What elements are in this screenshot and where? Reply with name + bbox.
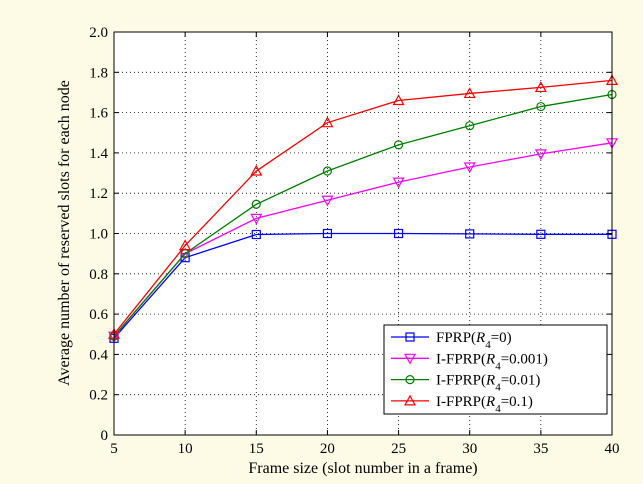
series-line — [113, 93, 613, 337]
y-tick-label: 0 — [101, 428, 109, 444]
legend-item: FPRP(R4=0) — [391, 330, 512, 351]
data-point — [250, 164, 263, 176]
data-point — [179, 239, 192, 251]
y-tick-label: 1.6 — [89, 106, 108, 122]
x-tick-label: 15 — [249, 441, 264, 457]
legend-item: I-FPRP(R4=0.001) — [391, 351, 548, 372]
legend-marker — [405, 375, 415, 385]
series-line — [113, 79, 613, 335]
x-tick-label: 35 — [533, 441, 548, 457]
data-point — [536, 101, 546, 112]
y-tick-label: 0.4 — [89, 347, 108, 363]
series-3 — [107, 74, 619, 339]
y-tick-label: 1.0 — [89, 227, 108, 243]
data-point — [393, 140, 404, 150]
data-point — [251, 229, 261, 240]
data-point — [321, 195, 334, 207]
legend-box — [383, 324, 608, 415]
legend: FPRP(R4=0)I-FPRP(R4=0.001)I-FPRP(R4=0.01… — [383, 324, 608, 415]
data-point — [465, 229, 475, 239]
legend-label: FPRP(R4=0) — [436, 330, 512, 351]
data-point — [534, 81, 547, 93]
legend-item: I-FPRP(R4=0.01) — [391, 373, 540, 394]
legend-marker — [403, 394, 417, 406]
x-tick-label: 20 — [320, 441, 335, 457]
series-layer — [107, 74, 619, 343]
data-point — [463, 87, 476, 99]
x-axis-label: Frame size (slot number in a frame) — [248, 460, 477, 477]
data-point — [321, 116, 334, 128]
data-point — [251, 199, 261, 209]
data-point — [392, 177, 405, 189]
data-point — [465, 121, 475, 131]
x-tick-label: 30 — [462, 441, 477, 457]
y-tick-label: 1.4 — [89, 146, 108, 162]
x-tick-label: 5 — [110, 441, 118, 457]
legend-label: I-FPRP(R4=0.1) — [436, 394, 533, 415]
axis-ticks: 5 10 15 20 25 30 35 40 0 0.2 0.4 0.6 0.8 1.0 1.2 1.4 1.6… — [89, 25, 619, 457]
y-tick-label: 0.8 — [89, 267, 108, 283]
series-line — [113, 232, 612, 339]
legend-marker — [405, 332, 415, 342]
data-point — [534, 149, 547, 161]
data-point — [463, 162, 476, 174]
x-tick-label: 40 — [605, 441, 620, 457]
y-tick-label: 1.2 — [89, 186, 108, 202]
y-tick-label: 1.8 — [89, 65, 108, 81]
data-point — [250, 213, 263, 225]
data-point — [322, 166, 333, 176]
y-axis-label: Average number of reserved slots for eac… — [56, 80, 73, 386]
data-point — [536, 229, 546, 239]
series-line — [113, 142, 613, 337]
data-point — [322, 228, 333, 239]
y-tick-label: 0.2 — [89, 388, 108, 404]
legend-label: I-FPRP(R4=0.001) — [436, 351, 548, 372]
legend-marker — [403, 353, 417, 365]
x-tick-label: 10 — [178, 441, 193, 457]
legend-label: I-FPRP(R4=0.01) — [436, 373, 540, 394]
data-point — [393, 228, 404, 239]
data-point — [392, 94, 405, 106]
legend-item: I-FPRP(R4=0.1) — [391, 394, 533, 415]
y-tick-label: 0.6 — [89, 307, 108, 323]
x-tick-label: 25 — [391, 441, 406, 457]
y-tick-label: 2.0 — [89, 25, 108, 41]
